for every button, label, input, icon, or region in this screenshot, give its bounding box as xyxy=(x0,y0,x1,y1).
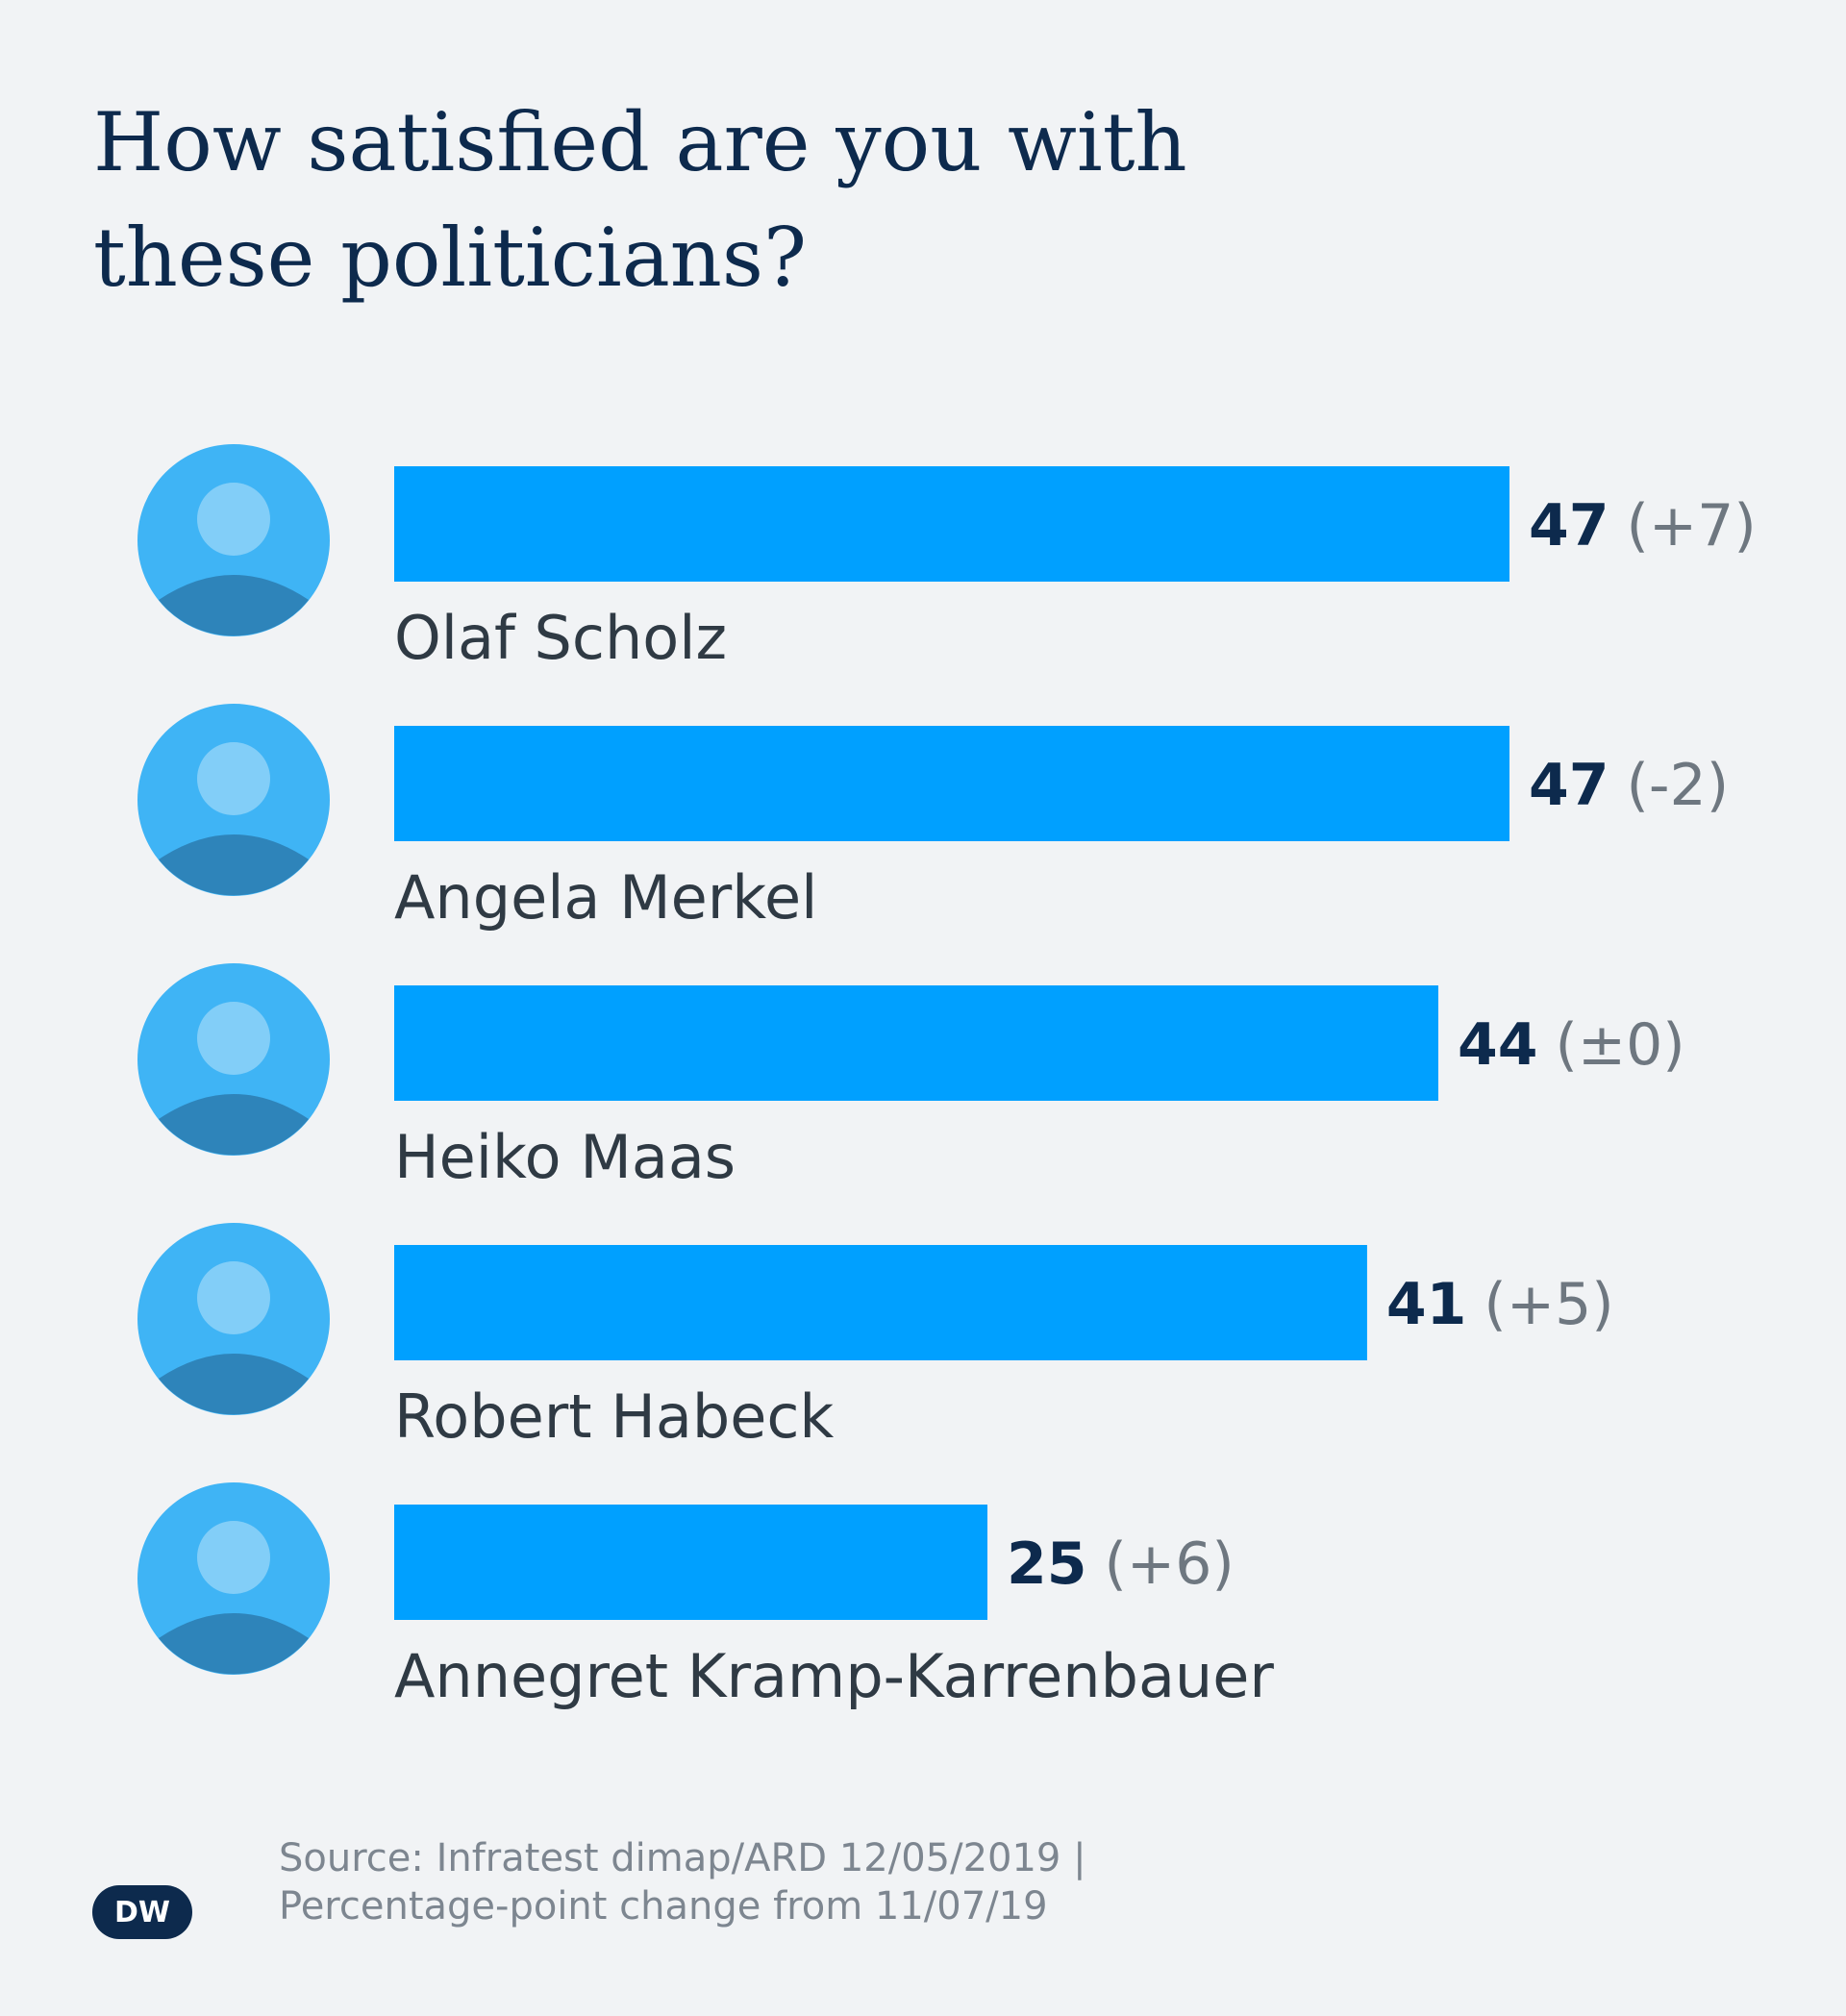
source-note: Source: Infratest dimap/ARD 12/05/2019 | xyxy=(279,1836,1086,1880)
change-note: Percentage-point change from 11/07/19 xyxy=(279,1884,1048,1929)
bar xyxy=(394,726,1509,841)
dw-logo-icon: DW xyxy=(92,1885,192,1939)
change-label: (±0) xyxy=(1555,1011,1684,1079)
bar xyxy=(394,1245,1367,1360)
bar xyxy=(394,1505,988,1620)
logo-text: DW xyxy=(114,1896,170,1929)
value-number: 41 xyxy=(1386,1271,1467,1338)
category-label: Heiko Maas xyxy=(394,1122,736,1192)
value-label: 47 (-2) xyxy=(1529,752,1729,819)
category-label: Olaf Scholz xyxy=(394,603,727,673)
value-label: 41 (+5) xyxy=(1386,1271,1614,1338)
value-number: 47 xyxy=(1529,492,1609,560)
avatar xyxy=(137,1482,330,1675)
avatar xyxy=(137,444,330,636)
change-label: (-2) xyxy=(1627,752,1730,819)
avatar xyxy=(137,704,330,896)
category-label: Annegret Kramp-Karrenbauer xyxy=(394,1641,1274,1711)
bar xyxy=(394,985,1438,1101)
value-number: 44 xyxy=(1458,1011,1538,1079)
value-label: 44 (±0) xyxy=(1458,1011,1685,1079)
avatar xyxy=(137,1223,330,1415)
avatar xyxy=(137,963,330,1156)
bar xyxy=(394,466,1509,582)
value-number: 25 xyxy=(1007,1531,1087,1598)
category-label: Robert Habeck xyxy=(394,1381,834,1452)
change-label: (+7) xyxy=(1627,492,1757,560)
category-label: Angela Merkel xyxy=(394,862,817,933)
change-label: (+6) xyxy=(1105,1531,1235,1598)
value-number: 47 xyxy=(1529,752,1609,819)
chart-title: How satisfied are you with these politic… xyxy=(93,95,1187,305)
value-label: 47 (+7) xyxy=(1529,492,1757,560)
value-label: 25 (+6) xyxy=(1007,1531,1235,1598)
change-label: (+5) xyxy=(1484,1271,1613,1338)
chart-footer: Source: Infratest dimap/ARD 12/05/2019 |… xyxy=(279,1834,1086,1930)
